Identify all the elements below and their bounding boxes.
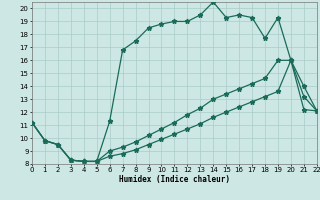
X-axis label: Humidex (Indice chaleur): Humidex (Indice chaleur) — [119, 175, 230, 184]
